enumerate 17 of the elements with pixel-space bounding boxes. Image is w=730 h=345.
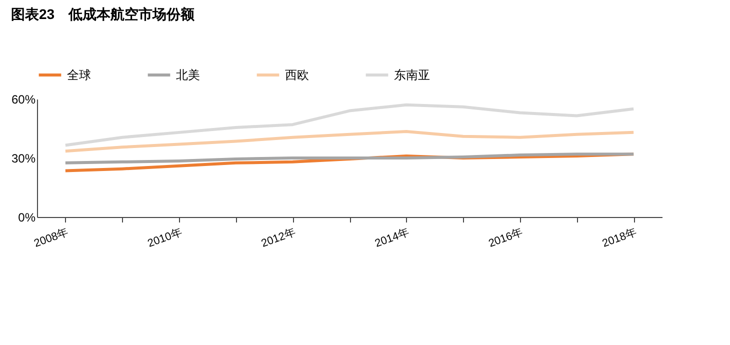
legend-label: 北美 <box>176 68 200 82</box>
legend-label: 东南亚 <box>394 68 430 82</box>
line-series <box>64 152 636 164</box>
x-tick-label: 2018年 <box>600 226 638 250</box>
line-series <box>64 130 636 153</box>
line-series <box>64 103 636 147</box>
y-tick-label: 30% <box>11 152 36 166</box>
legend-label: 全球 <box>67 68 91 82</box>
y-tick-label: 0% <box>18 210 36 224</box>
x-tick-label: 2016年 <box>487 226 525 250</box>
legend-label: 西欧 <box>285 68 309 82</box>
y-tick-label: 60% <box>11 92 36 106</box>
x-tick-label: 2008年 <box>32 226 70 250</box>
chart-title: 图表23 低成本航空市场份额 <box>10 6 196 22</box>
x-tick-label: 2014年 <box>373 226 411 250</box>
x-tick-label: 2010年 <box>146 226 184 250</box>
x-tick-label: 2012年 <box>260 226 298 250</box>
